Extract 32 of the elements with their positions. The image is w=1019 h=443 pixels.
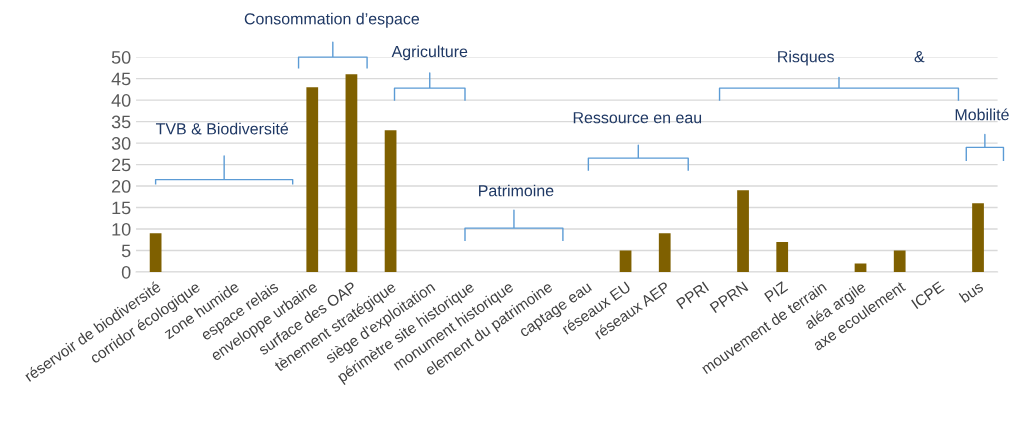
bar xyxy=(972,203,984,272)
annotation: Risques xyxy=(778,50,834,66)
y-tick-label: 40 xyxy=(111,94,131,107)
y-tick-label: 45 xyxy=(111,72,131,86)
annotation: & xyxy=(914,51,925,63)
y-tick-label: 50 xyxy=(111,51,131,64)
annotation: Mobilité xyxy=(955,108,1009,121)
text: Consommation d’espace xyxy=(244,12,420,28)
annotation: TVB & Biodiversité xyxy=(155,122,289,135)
bar xyxy=(854,263,867,272)
annotation: Ressource en eau xyxy=(573,112,702,124)
bar xyxy=(893,250,906,272)
x-tick-label: PIZ xyxy=(764,281,789,303)
x-tick-label: bus xyxy=(958,280,985,304)
bar xyxy=(619,250,632,272)
y-tick-label: 10 xyxy=(112,222,131,236)
annotation: Patrimoine xyxy=(479,184,554,197)
annotation: Agriculture xyxy=(391,45,468,61)
bar xyxy=(384,130,397,272)
bar xyxy=(306,87,319,272)
bar xyxy=(776,241,789,272)
y-tick-label: 30 xyxy=(111,137,131,150)
bar xyxy=(658,233,671,272)
y-tick-label: 20 xyxy=(112,179,131,193)
y-tick-label: 0 xyxy=(121,265,131,279)
y-tick-label: 35 xyxy=(111,115,131,129)
y-tick-label: 5 xyxy=(121,244,131,258)
bar xyxy=(149,233,162,272)
bar xyxy=(737,190,749,272)
y-tick-label: 25 xyxy=(112,158,131,172)
y-tick-label: 15 xyxy=(112,201,131,215)
bar xyxy=(345,74,358,272)
